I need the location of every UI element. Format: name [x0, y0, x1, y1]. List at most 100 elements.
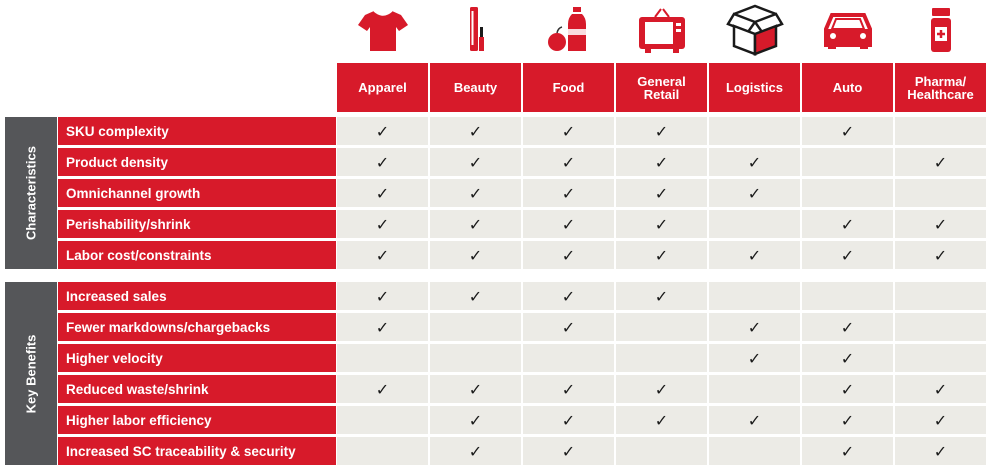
check-mark-cell: ✓ — [802, 437, 893, 465]
check-mark-cell: ✓ — [430, 406, 521, 434]
row-label: Perishability/shrink — [58, 210, 336, 238]
check-mark-cell: ✓ — [895, 210, 986, 238]
check-mark-cell: ✓ — [337, 241, 428, 269]
check-mark-cell: ✓ — [709, 313, 800, 341]
empty-cell — [709, 375, 800, 403]
row-label: Increased SC traceability & security — [58, 437, 336, 465]
row-label: Fewer markdowns/chargebacks — [58, 313, 336, 341]
check-mark-cell: ✓ — [895, 241, 986, 269]
section-label-text: Key Benefits — [23, 334, 39, 413]
empty-cell — [802, 179, 893, 207]
check-mark-cell: ✓ — [895, 375, 986, 403]
row-label: Labor cost/constraints — [58, 241, 336, 269]
check-mark-cell: ✓ — [616, 375, 707, 403]
check-mark-cell: ✓ — [616, 241, 707, 269]
check-mark-cell: ✓ — [430, 210, 521, 238]
check-mark-cell: ✓ — [709, 406, 800, 434]
row-label: SKU complexity — [58, 117, 336, 145]
empty-cell — [895, 344, 986, 372]
check-mark-cell: ✓ — [616, 406, 707, 434]
check-mark-cell: ✓ — [802, 406, 893, 434]
check-mark-cell: ✓ — [523, 375, 614, 403]
pill-bottle-icon — [895, 2, 986, 58]
empty-cell — [430, 344, 521, 372]
row-label: Higher labor efficiency — [58, 406, 336, 434]
empty-cell — [337, 344, 428, 372]
check-mark-cell: ✓ — [895, 437, 986, 465]
check-mark-cell: ✓ — [337, 179, 428, 207]
empty-cell — [709, 210, 800, 238]
check-mark-cell: ✓ — [709, 179, 800, 207]
check-mark-cell: ✓ — [523, 437, 614, 465]
row-label: Higher velocity — [58, 344, 336, 372]
column-header: Apparel — [337, 63, 428, 112]
check-mark-cell: ✓ — [616, 179, 707, 207]
check-mark-cell: ✓ — [523, 241, 614, 269]
check-mark-cell: ✓ — [337, 282, 428, 310]
section-label-text: Characteristics — [23, 146, 39, 240]
empty-cell — [895, 313, 986, 341]
column-header: Food — [523, 63, 614, 112]
column-header: Auto — [802, 63, 893, 112]
check-mark-cell: ✓ — [616, 210, 707, 238]
tshirt-icon — [337, 2, 428, 58]
check-mark-cell: ✓ — [895, 406, 986, 434]
row-label: Reduced waste/shrink — [58, 375, 336, 403]
check-mark-cell: ✓ — [802, 210, 893, 238]
check-mark-cell: ✓ — [802, 313, 893, 341]
food-icon — [523, 2, 614, 58]
column-header: General Retail — [616, 63, 707, 112]
check-mark-cell: ✓ — [802, 241, 893, 269]
empty-cell — [709, 282, 800, 310]
empty-cell — [616, 313, 707, 341]
row-label: Product density — [58, 148, 336, 176]
empty-cell — [523, 344, 614, 372]
check-mark-cell: ✓ — [430, 241, 521, 269]
section-label: Key Benefits — [5, 282, 57, 465]
row-label: Increased sales — [58, 282, 336, 310]
row-label: Omnichannel growth — [58, 179, 336, 207]
check-mark-cell: ✓ — [523, 117, 614, 145]
empty-cell — [709, 117, 800, 145]
check-mark-cell: ✓ — [523, 313, 614, 341]
check-mark-cell: ✓ — [802, 375, 893, 403]
column-header: Beauty — [430, 63, 521, 112]
empty-cell — [337, 437, 428, 465]
empty-cell — [430, 313, 521, 341]
check-mark-cell: ✓ — [709, 148, 800, 176]
check-mark-cell: ✓ — [430, 148, 521, 176]
section-label: Characteristics — [5, 117, 57, 269]
empty-cell — [337, 406, 428, 434]
check-mark-cell: ✓ — [895, 148, 986, 176]
empty-cell — [895, 117, 986, 145]
check-mark-cell: ✓ — [709, 241, 800, 269]
mascara-icon — [430, 2, 521, 58]
empty-cell — [616, 344, 707, 372]
car-icon — [802, 2, 893, 58]
retail-tv-icon — [616, 2, 707, 58]
empty-cell — [802, 282, 893, 310]
check-mark-cell: ✓ — [802, 344, 893, 372]
check-mark-cell: ✓ — [430, 117, 521, 145]
column-header: Logistics — [709, 63, 800, 112]
check-mark-cell: ✓ — [337, 210, 428, 238]
check-mark-cell: ✓ — [523, 148, 614, 176]
check-mark-cell: ✓ — [430, 282, 521, 310]
empty-cell — [616, 437, 707, 465]
empty-cell — [895, 282, 986, 310]
check-mark-cell: ✓ — [430, 437, 521, 465]
box-icon — [709, 2, 800, 58]
check-mark-cell: ✓ — [337, 375, 428, 403]
check-mark-cell: ✓ — [709, 344, 800, 372]
empty-cell — [802, 148, 893, 176]
check-mark-cell: ✓ — [616, 117, 707, 145]
check-mark-cell: ✓ — [802, 117, 893, 145]
check-mark-cell: ✓ — [523, 179, 614, 207]
check-mark-cell: ✓ — [337, 148, 428, 176]
check-mark-cell: ✓ — [430, 375, 521, 403]
check-mark-cell: ✓ — [523, 406, 614, 434]
check-mark-cell: ✓ — [337, 117, 428, 145]
column-header: Pharma/ Healthcare — [895, 63, 986, 112]
check-mark-cell: ✓ — [523, 282, 614, 310]
check-mark-cell: ✓ — [337, 313, 428, 341]
